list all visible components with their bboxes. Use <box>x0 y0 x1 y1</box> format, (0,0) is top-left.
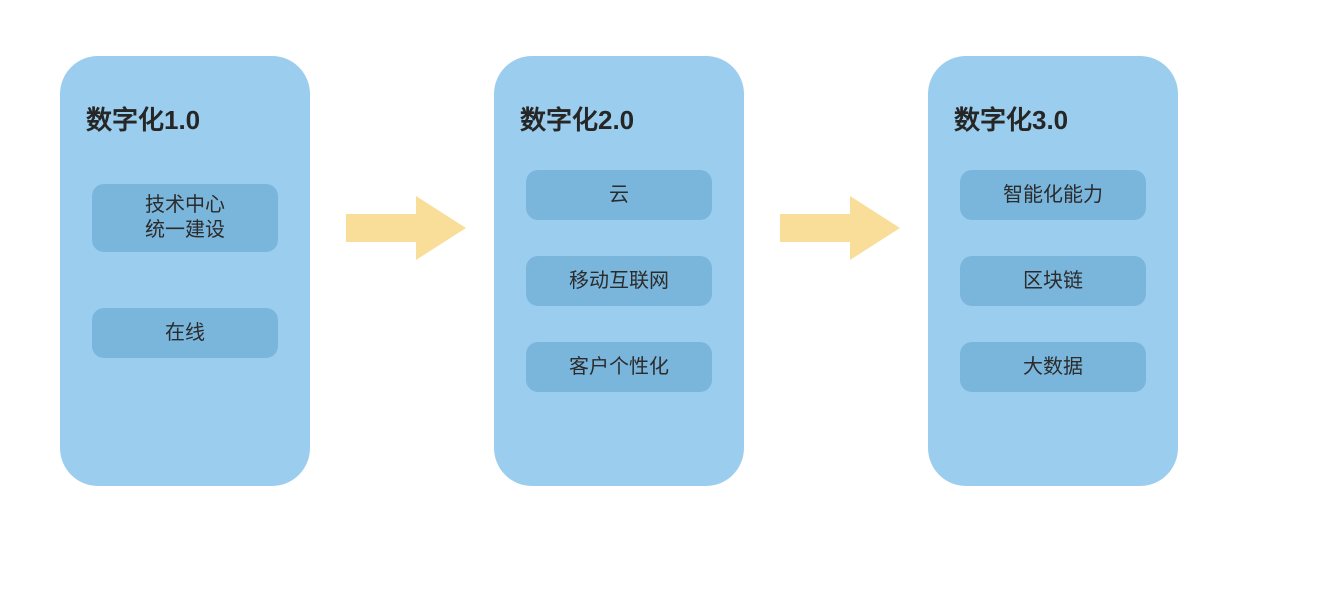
stage-panel-3-pill-1: 智能化能力 <box>960 170 1146 220</box>
stage-panel-1-title: 数字化1.0 <box>86 100 200 137</box>
diagram-stage: 数字化1.0 技术中心 统一建设 在线 数字化2.0 云 移动互联网 客户个性化… <box>0 0 1325 597</box>
arrow-icon <box>780 196 900 260</box>
arrow-2-to-3 <box>780 196 900 260</box>
stage-panel-3-pill-3: 大数据 <box>960 342 1146 392</box>
stage-panel-1-pill-2: 在线 <box>92 308 278 358</box>
stage-panel-3-title: 数字化3.0 <box>954 100 1068 137</box>
stage-panel-1-pill-1: 技术中心 统一建设 <box>92 184 278 252</box>
stage-panel-2-pill-2: 移动互联网 <box>526 256 712 306</box>
arrow-1-to-2 <box>346 196 466 260</box>
stage-panel-2-pill-1: 云 <box>526 170 712 220</box>
arrow-icon <box>346 196 466 260</box>
stage-panel-2-pill-3: 客户个性化 <box>526 342 712 392</box>
stage-panel-3-pill-2: 区块链 <box>960 256 1146 306</box>
stage-panel-2-title: 数字化2.0 <box>520 100 634 137</box>
